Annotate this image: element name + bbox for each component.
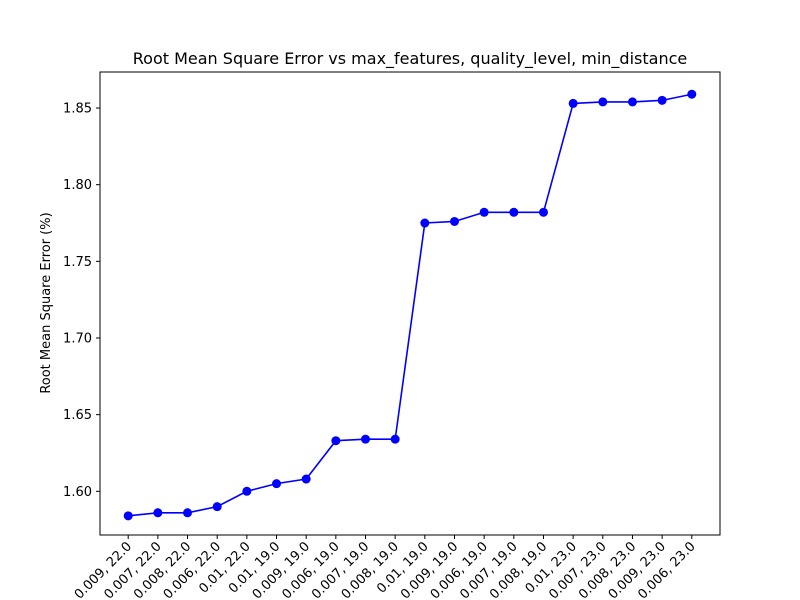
data-point <box>509 207 519 217</box>
data-point <box>361 434 371 444</box>
data-point <box>538 207 548 217</box>
x-axis-ticks: 0.009, 22.00.007, 22.00.008, 22.00.006, … <box>72 535 699 600</box>
data-point <box>627 97 637 107</box>
data-point <box>568 98 578 108</box>
data-point <box>390 434 400 444</box>
data-point <box>123 511 133 521</box>
data-point <box>420 218 430 228</box>
data-point <box>331 436 341 446</box>
data-point <box>449 216 459 226</box>
y-tick-label: 1.85 <box>63 102 92 117</box>
data-point <box>153 508 163 518</box>
data-point <box>598 97 608 107</box>
y-tick-label: 1.65 <box>63 408 92 423</box>
data-point <box>687 89 697 99</box>
y-tick-label: 1.70 <box>63 331 92 346</box>
y-tick-label: 1.75 <box>63 255 92 270</box>
y-tick-label: 1.80 <box>63 178 92 193</box>
data-point <box>301 474 311 484</box>
data-point <box>212 502 222 512</box>
data-point <box>183 508 193 518</box>
plot-area-frame <box>99 71 721 536</box>
chart-title: Root Mean Square Error vs max_features, … <box>133 49 687 69</box>
data-point <box>657 95 667 105</box>
series-line <box>123 89 697 521</box>
series-line-path <box>128 93 692 517</box>
y-axis-label: Root Mean Square Error (%) <box>39 212 54 393</box>
y-tick-label: 1.60 <box>63 485 92 500</box>
data-point <box>242 486 252 496</box>
y-axis-ticks: 1.60 1.65 1.70 1.75 1.80 1.85 <box>63 102 100 500</box>
data-point <box>479 207 489 217</box>
data-point <box>272 479 282 489</box>
